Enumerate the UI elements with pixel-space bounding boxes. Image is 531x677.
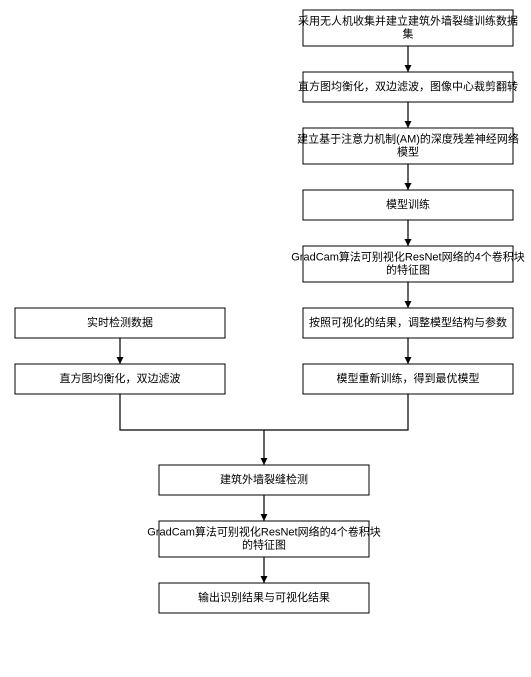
node-n7-label-line-0: 模型重新训练，得到最优模型 (337, 371, 480, 385)
node-n4-label-line-0: 模型训练 (386, 197, 430, 211)
edge-7 (120, 394, 264, 465)
edge-8 (264, 394, 408, 430)
node-n11: GradCam算法可别视化ResNet网络的4个卷积块的特征图 (147, 521, 380, 557)
node-n7: 模型重新训练，得到最优模型 (303, 364, 513, 394)
node-n3-label-line-1: 模型 (397, 144, 419, 158)
node-n3-label-line-0: 建立基于注意力机制(AM)的深度残差神经网络 (297, 131, 519, 145)
node-n3: 建立基于注意力机制(AM)的深度残差神经网络模型 (297, 128, 519, 164)
node-n1-label-line-1: 集 (403, 26, 414, 40)
node-n12: 输出识别结果与可视化结果 (159, 583, 369, 613)
flowchart-canvas: 采用无人机收集并建立建筑外墙裂缝训练数据集直方图均衡化，双边滤波，图像中心裁剪翻… (0, 0, 531, 677)
node-n8: 实时检测数据 (15, 308, 225, 338)
node-n11-label-line-1: 的特征图 (242, 537, 286, 551)
node-n10-label-line-0: 建筑外墙裂缝检测 (220, 472, 308, 486)
node-n10: 建筑外墙裂缝检测 (159, 465, 369, 495)
node-n9-label-line-0: 直方图均衡化，双边滤波 (60, 371, 181, 385)
node-n2: 直方图均衡化，双边滤波，图像中心裁剪翻转 (298, 72, 518, 102)
node-n11-label-line-0: GradCam算法可别视化ResNet网络的4个卷积块 (147, 524, 380, 538)
node-n1-label-line-0: 采用无人机收集并建立建筑外墙裂缝训练数据 (298, 13, 518, 27)
node-n9: 直方图均衡化，双边滤波 (15, 364, 225, 394)
node-n1: 采用无人机收集并建立建筑外墙裂缝训练数据集 (298, 10, 518, 46)
node-n6: 按照可视化的结果，调整模型结构与参数 (303, 308, 513, 338)
node-n12-label-line-0: 输出识别结果与可视化结果 (198, 590, 330, 604)
nodes-layer: 采用无人机收集并建立建筑外墙裂缝训练数据集直方图均衡化，双边滤波，图像中心裁剪翻… (15, 10, 525, 613)
node-n2-label-line-0: 直方图均衡化，双边滤波，图像中心裁剪翻转 (298, 79, 518, 93)
node-n5-label-line-0: GradCam算法可别视化ResNet网络的4个卷积块 (291, 249, 524, 263)
node-n5: GradCam算法可别视化ResNet网络的4个卷积块的特征图 (291, 246, 524, 282)
node-n8-label-line-0: 实时检测数据 (87, 315, 153, 329)
node-n6-label-line-0: 按照可视化的结果，调整模型结构与参数 (309, 315, 507, 329)
node-n5-label-line-1: 的特征图 (386, 262, 430, 276)
node-n4: 模型训练 (303, 190, 513, 220)
